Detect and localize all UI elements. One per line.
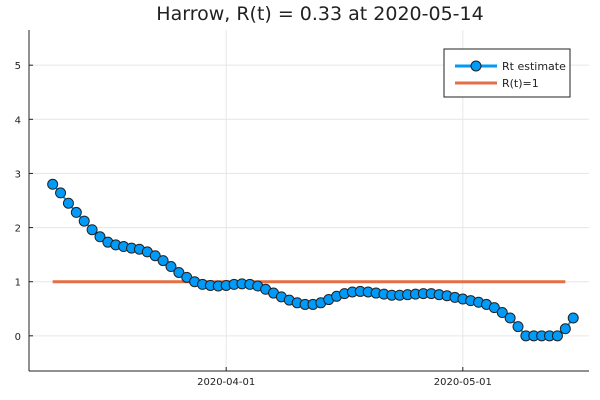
- data-point-rt: [70, 206, 82, 218]
- data-point-rt: [47, 178, 59, 190]
- y-tick-label: 3: [15, 169, 21, 180]
- y-tick-label: 2: [15, 224, 21, 235]
- data-point-rt: [157, 255, 169, 267]
- series: [47, 178, 579, 342]
- x-tick-label: 2020-05-01: [434, 377, 492, 388]
- data-point-rt: [559, 323, 571, 335]
- data-point-rt: [504, 312, 516, 324]
- y-tick-label: 0: [15, 332, 21, 343]
- y-tick-label: 5: [15, 61, 21, 72]
- legend-label-threshold: R(t)=1: [502, 77, 539, 90]
- data-point-rt: [86, 224, 98, 236]
- y-tick-label: 4: [15, 115, 21, 126]
- y-tick-label: 1: [15, 278, 21, 289]
- legend: Rt estimate R(t)=1: [443, 48, 571, 98]
- chart-title: Harrow, R(t) = 0.33 at 2020-05-14: [156, 3, 483, 25]
- legend-marker-rt: [470, 60, 482, 72]
- data-point-rt: [512, 321, 524, 333]
- data-point-rt: [149, 250, 161, 262]
- data-point-rt: [488, 302, 500, 314]
- data-point-rt: [551, 330, 563, 342]
- data-point-rt: [55, 187, 67, 199]
- data-point-rt: [94, 231, 106, 243]
- legend-label-rt: Rt estimate: [502, 60, 566, 73]
- axes: [28, 30, 589, 372]
- legend-box: [443, 48, 571, 98]
- data-point-rt: [62, 197, 74, 209]
- data-point-rt: [78, 215, 90, 227]
- tick-labels: 0 1 2 3 4 5 2020-04-01 2020-05-01: [15, 61, 492, 388]
- x-tick-label: 2020-04-01: [197, 377, 255, 388]
- data-point-rt: [496, 307, 508, 319]
- data-point-rt: [567, 312, 579, 324]
- data-point-rt: [173, 266, 185, 278]
- data-point-rt: [165, 261, 177, 273]
